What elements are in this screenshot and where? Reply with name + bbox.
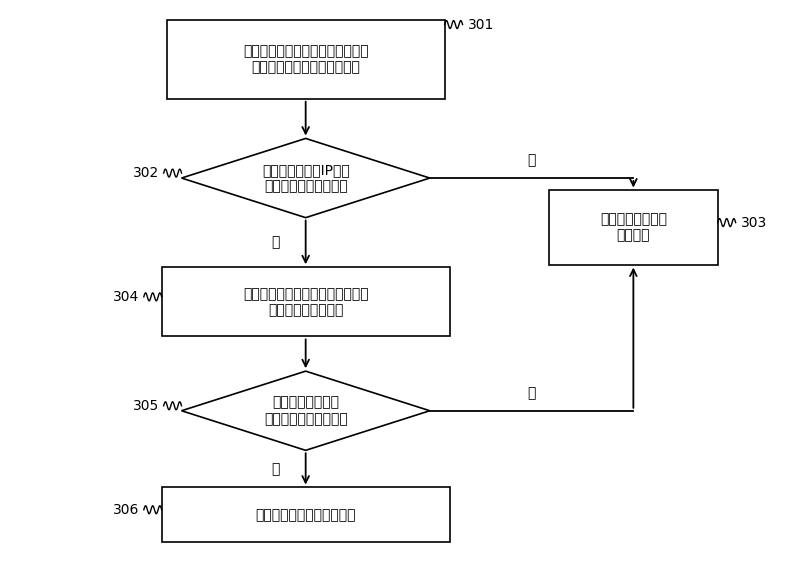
Text: 接收客户端发送的用于请求与邻居
节点建立连接的连接请求消息: 接收客户端发送的用于请求与邻居 节点建立连接的连接请求消息 [243, 44, 369, 74]
Text: 接受客户端发起该连接请求: 接受客户端发起该连接请求 [255, 507, 356, 522]
Text: 拒绝所述客户端的
连接请求: 拒绝所述客户端的 连接请求 [600, 213, 667, 243]
Text: 判断当前邻居节点
连接数目是否等于阈值: 判断当前邻居节点 连接数目是否等于阈值 [264, 396, 347, 426]
Polygon shape [182, 371, 430, 450]
Text: 根据数据下载速率计算得到客户端
的邻居节点数目阈值: 根据数据下载速率计算得到客户端 的邻居节点数目阈值 [243, 287, 369, 317]
Text: 否: 否 [272, 462, 280, 476]
Text: 判断邻居节点的IP地址
是否在邻居节点列表中: 判断邻居节点的IP地址 是否在邻居节点列表中 [262, 163, 350, 193]
Bar [162, 267, 450, 336]
Text: 301: 301 [467, 18, 494, 32]
Polygon shape [182, 138, 430, 218]
Text: 305: 305 [133, 399, 158, 413]
Bar [549, 191, 718, 265]
Bar [162, 488, 450, 542]
Text: 304: 304 [113, 290, 139, 304]
Text: 306: 306 [113, 503, 139, 517]
Bar [166, 20, 445, 99]
Text: 否: 否 [272, 235, 280, 249]
Text: 是: 是 [527, 153, 536, 167]
Text: 302: 302 [133, 166, 158, 180]
Text: 303: 303 [741, 215, 767, 230]
Text: 是: 是 [527, 386, 536, 400]
